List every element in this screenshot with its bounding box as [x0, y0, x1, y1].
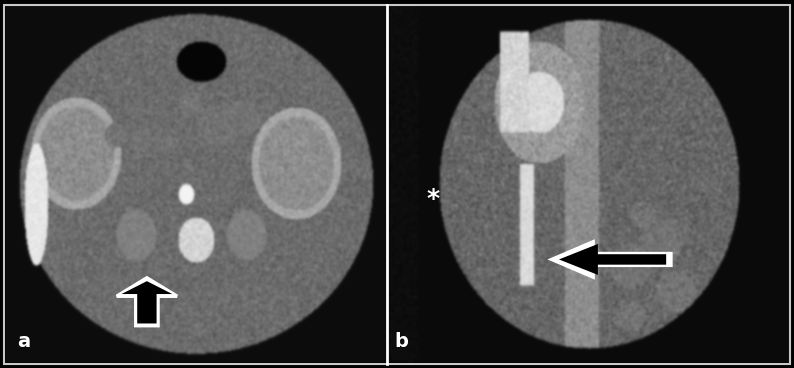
Polygon shape: [559, 244, 666, 275]
Text: b: b: [395, 332, 408, 351]
Polygon shape: [117, 278, 177, 326]
Text: *: *: [426, 187, 439, 211]
Text: a: a: [17, 332, 31, 351]
Polygon shape: [552, 242, 671, 277]
Polygon shape: [121, 281, 172, 323]
